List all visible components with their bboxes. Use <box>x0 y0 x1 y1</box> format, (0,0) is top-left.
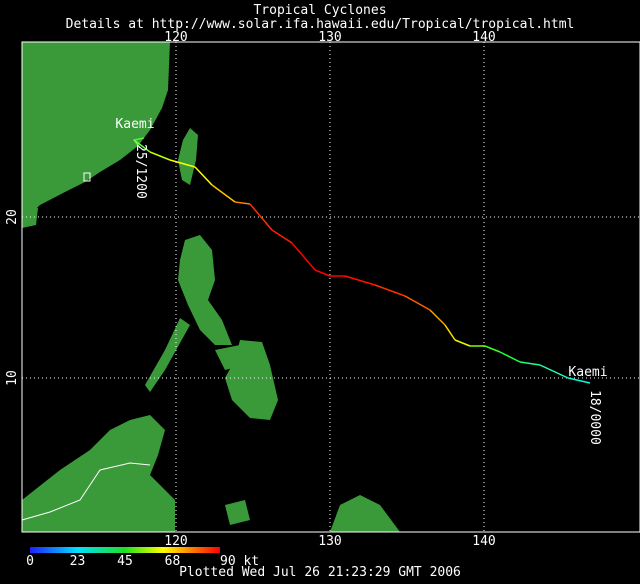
track-segment <box>291 242 316 271</box>
island <box>225 500 250 525</box>
lon-label: 130 <box>318 30 341 45</box>
track-segment <box>344 275 376 286</box>
taiwan <box>178 128 198 185</box>
track-segment <box>149 151 171 161</box>
track-segment <box>234 201 251 205</box>
footer: Plotted Wed Jul 26 21:23:29 GMT 2006 <box>179 565 461 580</box>
track-segment <box>567 377 591 384</box>
visayas <box>215 345 245 370</box>
border <box>21 462 151 521</box>
map-frame <box>21 41 640 533</box>
lon-label: 120 <box>164 534 187 549</box>
colorbar <box>30 547 220 553</box>
china-coast <box>22 42 170 222</box>
borneo <box>22 415 175 532</box>
subtitle: Details at http://www.solar.ifa.hawaii.e… <box>66 17 575 32</box>
luzon <box>178 235 232 345</box>
legend-label: 23 <box>70 554 86 569</box>
palawan <box>145 318 190 392</box>
storm-name: Kaemi <box>568 365 607 380</box>
legend-label: 68 <box>165 554 181 569</box>
legend-label: 45 <box>117 554 133 569</box>
lat-label: 10 <box>5 370 20 386</box>
track-segment <box>133 139 151 153</box>
hong-kong-marker <box>83 172 91 182</box>
track-segment <box>519 361 541 366</box>
track-segment <box>484 345 501 353</box>
sulawesi <box>330 495 400 532</box>
title: Tropical Cyclones <box>253 3 386 18</box>
storm-track <box>132 137 591 384</box>
lon-label: 120 <box>164 30 187 45</box>
lon-label: 140 <box>472 30 495 45</box>
track-segment <box>539 364 569 379</box>
track-segment <box>454 339 471 347</box>
storm-name: Kaemi <box>115 117 154 132</box>
track-segment <box>429 309 446 326</box>
end-label: 25/1200 <box>133 144 148 199</box>
track-segment <box>404 295 431 311</box>
track-segment <box>271 229 293 244</box>
legend-label: 90 kt <box>220 554 259 569</box>
legend-label: 0 <box>26 554 34 569</box>
track-segment <box>499 351 521 363</box>
lon-label: 130 <box>318 534 341 549</box>
start-label: 18/0000 <box>587 390 602 445</box>
legend: 0 23 45 68 90 kt <box>26 554 259 569</box>
track-segment <box>249 203 273 231</box>
lat-label: 20 <box>5 209 20 225</box>
track-segment <box>314 269 331 277</box>
track-segment <box>194 166 213 186</box>
track-segment <box>169 159 196 168</box>
track-segment <box>444 324 456 341</box>
track-segment <box>374 284 406 297</box>
track-segment <box>211 184 236 203</box>
lon-label: 140 <box>472 534 495 549</box>
track-arrow <box>132 137 145 149</box>
grid <box>22 42 640 532</box>
land <box>22 42 400 532</box>
